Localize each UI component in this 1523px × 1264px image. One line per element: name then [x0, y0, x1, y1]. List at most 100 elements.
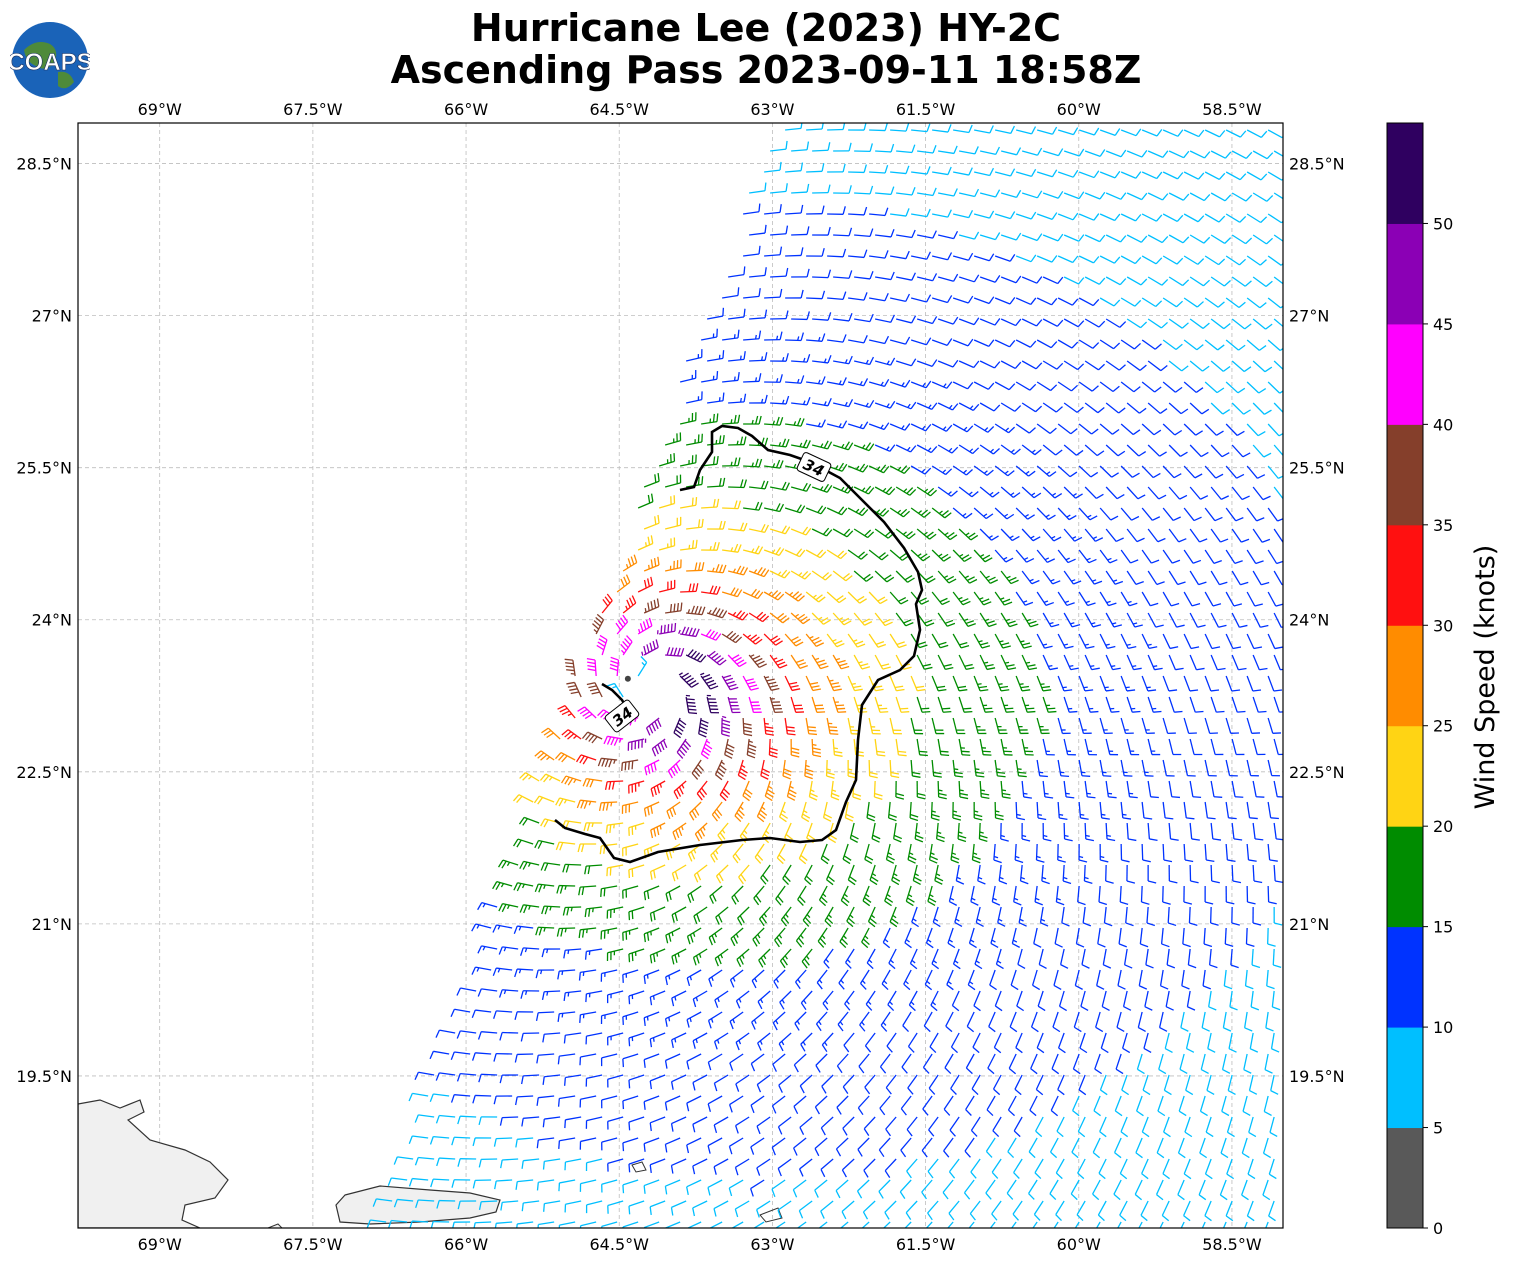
- wind-barb: [1063, 612, 1081, 628]
- wind-barb: [952, 507, 973, 519]
- wind-barb: [519, 860, 540, 870]
- wind-barb: [1267, 381, 1283, 394]
- wind-barb: [749, 480, 769, 490]
- wind-barb: [1224, 927, 1234, 948]
- wind-barb: [1225, 213, 1247, 223]
- wind-barb: [910, 633, 928, 649]
- wind-barb: [1210, 654, 1226, 671]
- wind-barb: [749, 224, 767, 236]
- wind-barb: [1084, 276, 1106, 285]
- wind-barb: [722, 372, 740, 383]
- wind-barb: [973, 253, 995, 262]
- wind-barb: [1099, 423, 1120, 435]
- wind-barb: [471, 923, 492, 932]
- wind-barb: [827, 123, 846, 131]
- wind-barb: [1078, 507, 1098, 521]
- wind-barb: [1139, 927, 1149, 948]
- wind-barb: [1105, 234, 1127, 243]
- wind-barb: [805, 505, 827, 515]
- colorbar-bin: [1387, 625, 1423, 727]
- wind-barb: [664, 432, 682, 446]
- wind-barb: [1120, 507, 1140, 521]
- wind-barb: [1057, 297, 1079, 306]
- wind-barb: [603, 735, 624, 746]
- wind-barb: [1099, 170, 1121, 179]
- wind-barb: [605, 822, 624, 834]
- wind-barb: [784, 675, 801, 692]
- wind-barb: [895, 486, 917, 496]
- wind-barb: [811, 527, 833, 537]
- wind-barb: [1120, 717, 1134, 735]
- island: [631, 1161, 647, 1173]
- wind-barb: [1042, 780, 1054, 799]
- wind-barb: [895, 696, 910, 713]
- wind-barb: [847, 549, 868, 560]
- wind-barb: [678, 672, 699, 688]
- wind-barb: [825, 864, 835, 886]
- wind-barb: [1015, 507, 1035, 520]
- wind-barb: [665, 927, 681, 944]
- wind-barb: [686, 391, 703, 404]
- wind-barb: [1246, 885, 1256, 905]
- wind-barb: [811, 570, 832, 581]
- wind-barb: [1015, 717, 1029, 735]
- wind-barb: [1084, 738, 1097, 756]
- lon-tick-label-bottom: 63°W: [750, 1235, 794, 1254]
- wind-barb: [1225, 381, 1246, 394]
- wind-barb: [1204, 423, 1224, 436]
- wind-barb: [708, 969, 723, 987]
- wind-barb: [1141, 675, 1157, 692]
- wind-barb: [672, 822, 687, 841]
- wind-barb: [749, 394, 768, 404]
- wind-barb: [973, 801, 983, 821]
- wind-barb: [952, 948, 961, 970]
- wind-barb: [854, 271, 874, 280]
- wind-barb: [1096, 969, 1105, 990]
- wind-barb: [597, 757, 618, 768]
- wind-barb: [950, 843, 960, 864]
- wind-barb: [1105, 864, 1114, 884]
- wind-barb: [895, 780, 905, 800]
- wind-barb: [1210, 864, 1220, 884]
- wind-barb: [616, 574, 631, 593]
- wind-barb: [910, 717, 924, 735]
- wind-barb: [1182, 927, 1191, 948]
- wind-barb: [711, 801, 723, 822]
- wind-barb: [513, 882, 534, 892]
- wind-barb: [685, 694, 698, 715]
- wind-barb: [1162, 255, 1184, 265]
- wind-barb: [1189, 864, 1199, 884]
- wind-barb: [749, 182, 767, 194]
- wind-barb: [1063, 570, 1082, 585]
- lon-tick-label-top: 67.5°W: [283, 100, 343, 119]
- wind-barb: [1225, 633, 1242, 650]
- wind-barb: [1225, 129, 1247, 138]
- wind-barb: [854, 228, 874, 238]
- wind-barb: [812, 312, 832, 321]
- wind-barb: [784, 633, 804, 647]
- wind-barb: [1099, 843, 1109, 863]
- wind-barb: [1057, 212, 1079, 221]
- wind-barb: [832, 441, 854, 451]
- wind-barb: [1021, 822, 1031, 842]
- wind-barb: [1000, 360, 1022, 369]
- wind-barb: [1099, 465, 1119, 478]
- wind-barb: [1021, 402, 1043, 413]
- wind-barb: [1204, 255, 1226, 266]
- wind-barb: [866, 801, 876, 822]
- wind-barb: [665, 885, 681, 902]
- wind-barb: [995, 948, 1004, 970]
- wind-barb: [854, 185, 874, 195]
- wind-barb: [1273, 864, 1283, 884]
- wind-barb: [868, 422, 890, 431]
- wind-barb: [785, 417, 805, 427]
- wind-barb: [1099, 297, 1121, 307]
- wind-barb: [557, 969, 576, 980]
- wind-barb: [1063, 148, 1085, 157]
- wind-barb: [1251, 948, 1261, 969]
- wind-barb: [1000, 147, 1022, 156]
- wind-barb: [764, 331, 783, 341]
- wind-barb: [692, 948, 708, 966]
- wind-barb: [791, 354, 811, 363]
- wind-barb: [1078, 465, 1099, 478]
